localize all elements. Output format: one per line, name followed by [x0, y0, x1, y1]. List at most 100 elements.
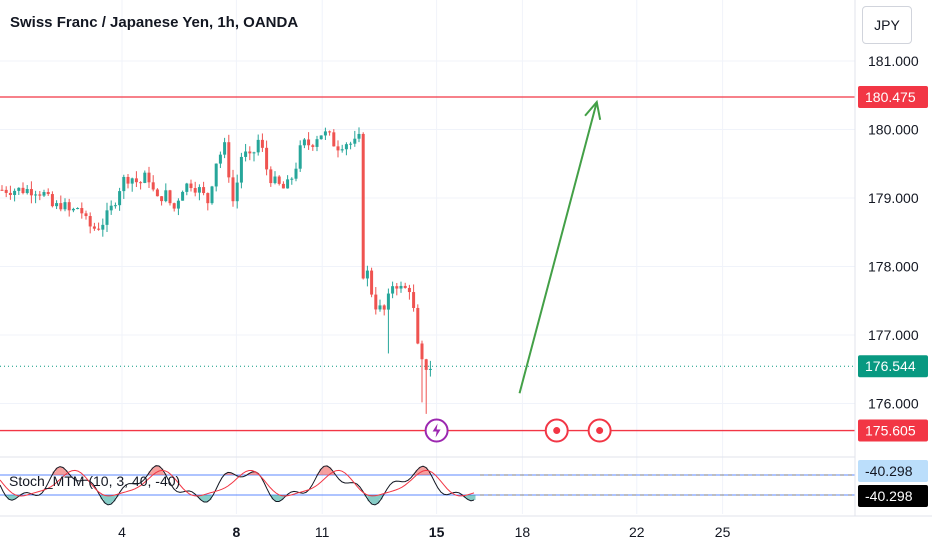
candle-body — [239, 156, 243, 183]
stoch-mtm-pane — [0, 465, 855, 506]
indicator-badge-lower-text: -40.298 — [865, 488, 913, 504]
candle-body — [340, 149, 344, 151]
candle-body — [391, 286, 395, 294]
grid-lines — [0, 0, 855, 514]
candle-body — [164, 190, 168, 202]
candle-body — [67, 202, 71, 211]
candle-body — [176, 200, 180, 209]
candle-body — [147, 172, 151, 183]
candle-body — [21, 187, 25, 194]
candle-body — [223, 142, 227, 155]
currency-button[interactable]: JPY — [862, 6, 912, 44]
last-price-badge-bg — [858, 355, 928, 378]
y-tick-label: 177.000 — [868, 327, 919, 343]
candle-body — [420, 343, 424, 360]
candle-body — [8, 192, 12, 195]
candle-body — [202, 187, 206, 194]
candle-body — [113, 205, 117, 207]
indicator-badge-upper-bg — [858, 460, 928, 482]
candle-body — [344, 144, 348, 150]
candle-body — [349, 143, 353, 145]
candle-body — [286, 179, 290, 189]
candle-body — [395, 286, 399, 289]
price-badges: 180.475 176.544 175.605 -40.298 -40.298 — [858, 85, 928, 507]
candle-body — [63, 202, 67, 210]
candle-body — [218, 154, 222, 164]
candle-body — [424, 359, 428, 370]
x-tick-label: 22 — [629, 524, 645, 540]
candle-body — [84, 213, 88, 217]
candlestick-series — [0, 127, 432, 414]
candle-body — [260, 139, 264, 148]
candle-body — [235, 182, 239, 202]
candle-body — [332, 132, 336, 147]
candle-body — [143, 172, 147, 183]
candle-body — [370, 270, 374, 295]
candle-body — [428, 368, 432, 370]
candle-body — [319, 135, 323, 140]
candle-body — [109, 205, 113, 211]
candle-body — [42, 192, 46, 196]
candle-body — [265, 147, 269, 170]
candle-body — [248, 151, 252, 154]
indicator-d-line — [0, 469, 475, 497]
candle-body — [118, 191, 122, 206]
candle-body — [34, 194, 38, 196]
level-badge-lower-text: 175.605 — [865, 423, 916, 439]
candle-body — [76, 208, 80, 210]
candle-body — [206, 193, 210, 204]
candle-body — [197, 187, 201, 193]
candle-body — [210, 186, 214, 204]
candle-body — [80, 208, 84, 214]
candle-body — [277, 176, 281, 184]
x-tick-label: 15 — [429, 524, 445, 540]
y-tick-label: 181.000 — [868, 53, 919, 69]
candle-body — [294, 168, 298, 179]
level-badge-upper-text: 180.475 — [865, 89, 916, 105]
candle-body — [403, 285, 407, 288]
event-markers — [424, 418, 612, 443]
candle-body — [374, 294, 378, 310]
candle-body — [193, 188, 197, 193]
candle-body — [365, 270, 369, 279]
candle-body — [298, 145, 302, 169]
y-tick-label: 180.000 — [868, 122, 919, 138]
candle-body — [4, 189, 8, 193]
candle-body — [160, 196, 164, 202]
candle-body — [101, 224, 105, 230]
candle-body — [273, 176, 277, 184]
candle-body — [50, 194, 54, 207]
candle-body — [185, 183, 189, 192]
candle-body — [189, 183, 193, 189]
candle-body — [88, 216, 92, 227]
candle-body — [281, 183, 285, 189]
candle-body — [92, 226, 96, 229]
x-tick-label: 18 — [515, 524, 531, 540]
level-badge-upper-bg — [858, 85, 928, 108]
indicator-badge-upper-text: -40.298 — [865, 463, 913, 479]
y-tick-label: 176.000 — [868, 396, 919, 412]
candle-body — [134, 178, 138, 183]
candle-body — [17, 187, 21, 191]
candle-body — [172, 203, 176, 209]
event-dot-icon — [596, 427, 604, 435]
candle-body — [416, 307, 420, 344]
arrow-shaft — [518, 101, 598, 394]
candle-body — [252, 152, 256, 154]
candle-body — [155, 189, 159, 197]
y-tick-label: 178.000 — [868, 259, 919, 275]
last-price-badge-text: 176.544 — [865, 358, 916, 374]
candle-body — [244, 151, 248, 157]
candle-body — [59, 203, 63, 210]
candle-body — [378, 305, 382, 310]
candle-body — [231, 177, 235, 202]
candle-body — [382, 305, 386, 310]
candle-body — [227, 142, 231, 178]
candle-body — [0, 189, 4, 191]
x-tick-label: 11 — [315, 524, 330, 540]
candle-body — [290, 178, 294, 180]
candle-body — [323, 131, 327, 136]
candle-body — [386, 293, 390, 310]
